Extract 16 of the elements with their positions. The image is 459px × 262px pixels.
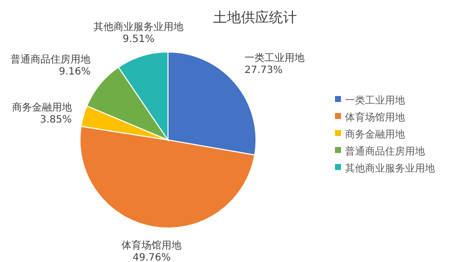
legend-label: 商务金融用地: [345, 128, 405, 140]
slice-label: 商务金融用地: [12, 101, 72, 114]
slice-label: 其他商业服务业用地: [94, 21, 184, 34]
data-label: 49.76%: [132, 252, 171, 262]
slice-label: 普通商品住房用地: [10, 53, 91, 66]
data-label: 9.51%: [122, 34, 154, 46]
data-label: 3.85%: [40, 114, 72, 126]
legend-label: 体育场馆用地: [345, 112, 405, 124]
data-label: 27.73%: [244, 65, 283, 76]
slice-label: 一类工业用地: [244, 52, 304, 64]
chart-title: 土地供应统计: [213, 10, 297, 26]
data-label: 9.16%: [58, 66, 91, 78]
legend-label: 普通商品住房用地: [345, 146, 425, 158]
legend-label: 一类工业用地: [345, 94, 405, 106]
legend-label: 其他商业服务业用地: [345, 162, 435, 174]
slice-label: 体育场馆用地: [122, 239, 182, 252]
